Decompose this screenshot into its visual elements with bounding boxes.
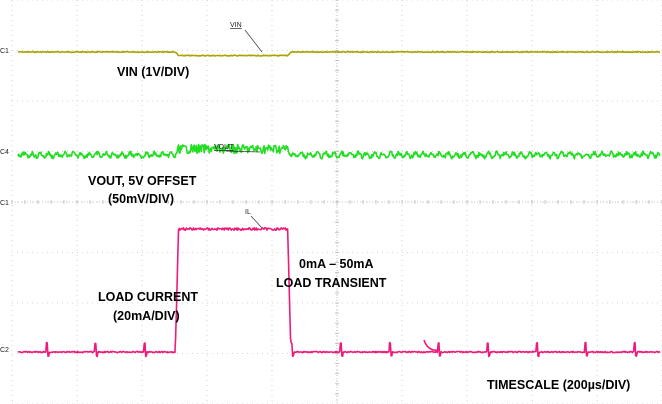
channel-tag-vout: C4 — [0, 149, 9, 156]
channel-tag-current: C2 — [0, 347, 9, 354]
grid — [11, 0, 662, 404]
transient-label-line2: LOAD TRANSIENT — [276, 276, 387, 290]
il-marker-line — [250, 215, 263, 229]
traces — [17, 50, 661, 358]
timescale-label: TIMESCALE (200µs/DIV) — [487, 378, 630, 392]
vout-scale-label-line2: (50mV/DIV) — [108, 192, 174, 206]
vout-marker-line — [225, 150, 261, 153]
trace-vin — [17, 50, 661, 57]
trace-vout — [17, 143, 661, 160]
trace-load-current-undershoot — [423, 339, 441, 352]
vout-marker-label: VOUT — [214, 144, 234, 151]
vin-marker-label: VIN — [230, 22, 242, 29]
vin-scale-label: VIN (1V/DIV) — [117, 65, 189, 79]
vout-scale-label-line1: VOUT, 5V OFFSET — [88, 174, 197, 188]
current-scale-label-line2: (20mA/DIV) — [113, 309, 180, 323]
il-marker: IL — [245, 209, 263, 229]
vout-marker: VOUT — [214, 144, 261, 153]
current-scale-label-line1: LOAD CURRENT — [98, 290, 198, 304]
channel-tag-vin: C1 — [0, 48, 9, 55]
vin-marker-line — [244, 29, 263, 53]
trace-load-current — [17, 227, 661, 358]
il-marker-label: IL — [245, 209, 251, 216]
transient-label-line1: 0mA – 50mA — [299, 257, 374, 271]
vin-marker: VIN — [230, 22, 263, 53]
channel-tag-mid: C1 — [0, 200, 9, 207]
